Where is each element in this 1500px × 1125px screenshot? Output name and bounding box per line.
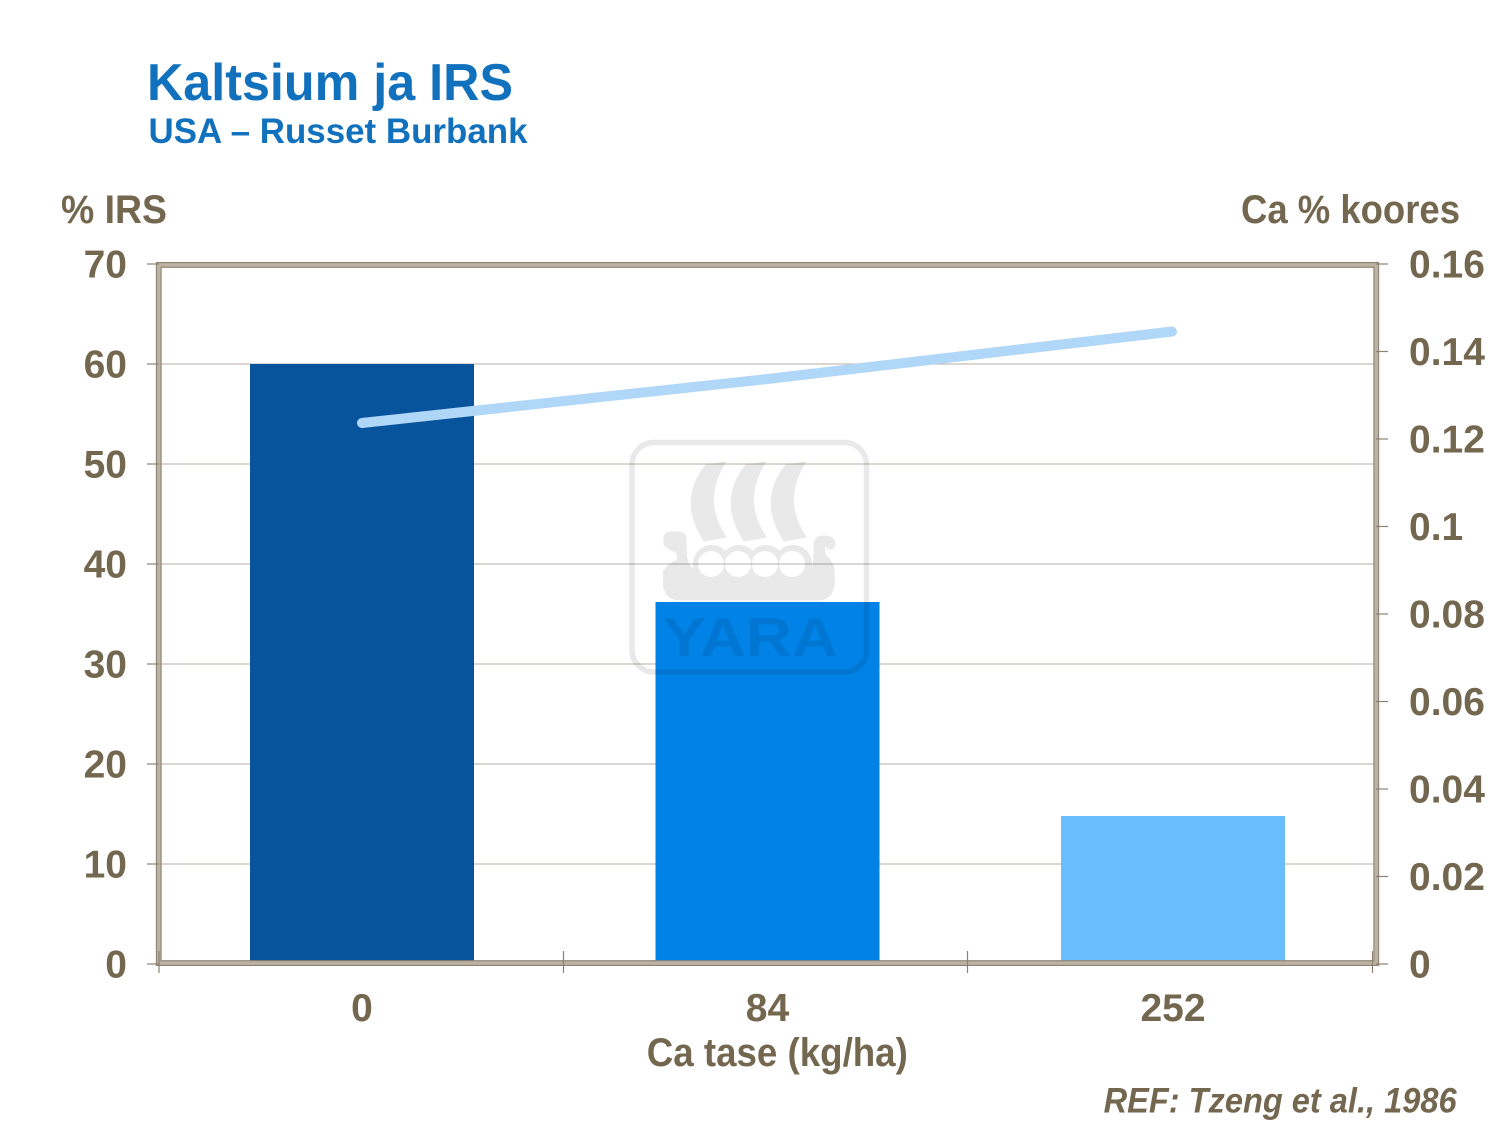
svg-text:20: 20 — [84, 743, 127, 786]
svg-text:40: 40 — [84, 543, 127, 586]
svg-text:0: 0 — [351, 987, 373, 1030]
svg-text:REF: Tzeng et al., 1986: REF: Tzeng et al., 1986 — [1104, 1082, 1457, 1121]
svg-text:0.16: 0.16 — [1409, 243, 1485, 286]
svg-text:YARA: YARA — [663, 606, 838, 668]
svg-text:0.14: 0.14 — [1409, 331, 1485, 374]
svg-text:0.02: 0.02 — [1409, 856, 1485, 899]
svg-text:Ca % koores: Ca % koores — [1241, 188, 1460, 232]
svg-text:0: 0 — [105, 943, 127, 986]
svg-text:0.06: 0.06 — [1409, 681, 1485, 724]
svg-text:0.04: 0.04 — [1409, 768, 1485, 811]
svg-text:0.1: 0.1 — [1409, 506, 1463, 549]
svg-text:Kaltsium ja IRS: Kaltsium ja IRS — [147, 54, 513, 112]
svg-text:USA – Russet Burbank: USA – Russet Burbank — [149, 112, 529, 151]
svg-text:50: 50 — [84, 443, 127, 486]
svg-text:84: 84 — [746, 987, 790, 1030]
svg-text:0.08: 0.08 — [1409, 593, 1485, 636]
svg-text:10: 10 — [84, 843, 127, 886]
svg-text:70: 70 — [84, 243, 127, 286]
svg-text:60: 60 — [84, 343, 127, 386]
svg-text:% IRS: % IRS — [61, 188, 167, 232]
svg-text:252: 252 — [1140, 987, 1205, 1030]
svg-text:0: 0 — [1409, 943, 1431, 986]
svg-text:Ca tase (kg/ha): Ca tase (kg/ha) — [647, 1031, 908, 1075]
svg-text:0.12: 0.12 — [1409, 418, 1485, 461]
svg-text:30: 30 — [84, 643, 127, 686]
